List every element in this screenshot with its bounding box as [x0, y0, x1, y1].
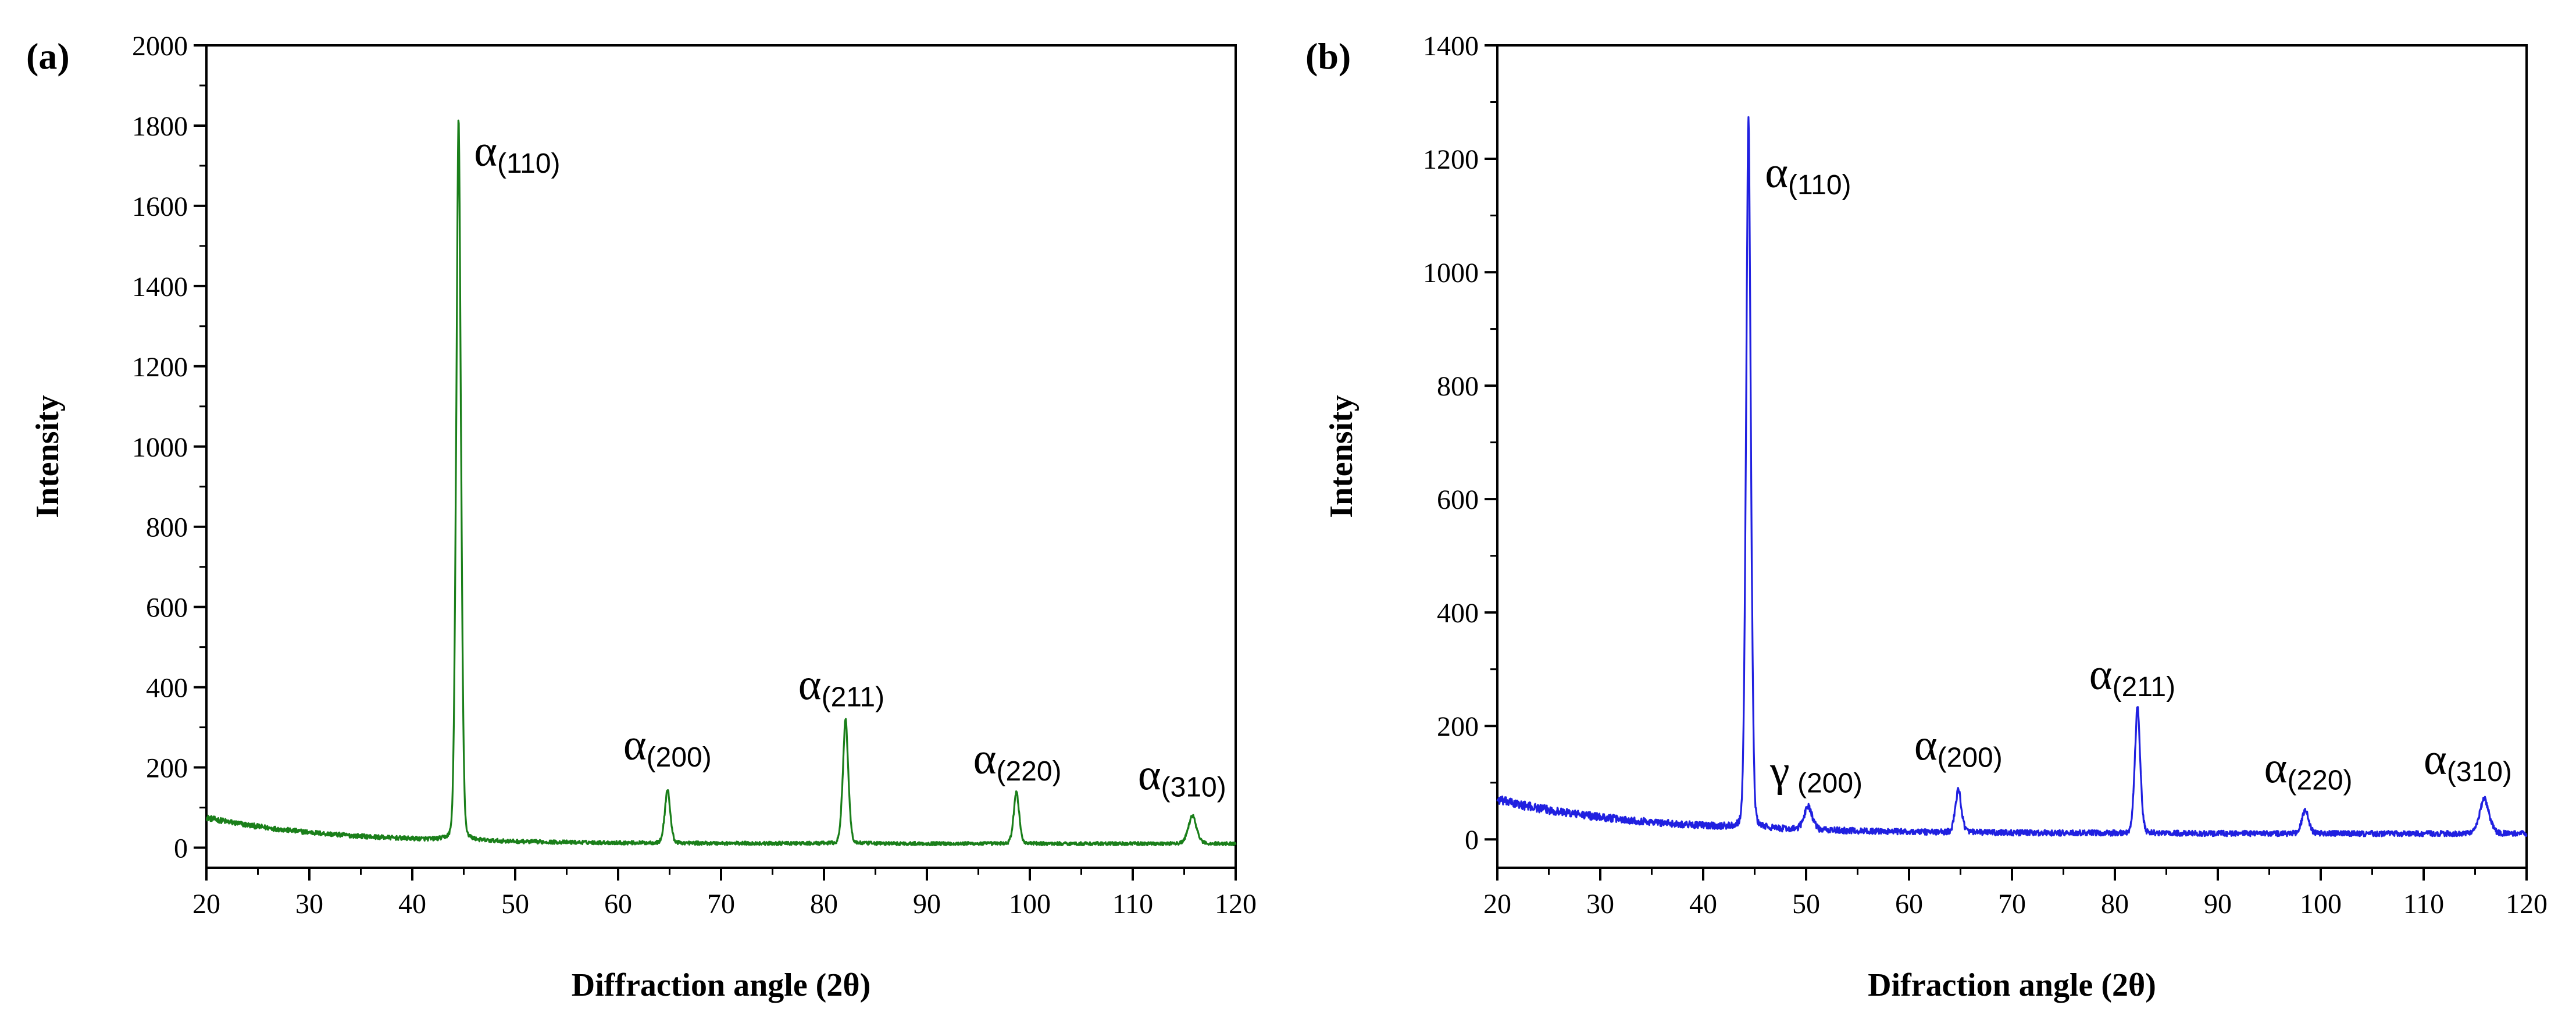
- peak-index: (200): [647, 742, 712, 773]
- x-tick-label: 30: [1586, 889, 1614, 919]
- y-tick-label: 600: [146, 593, 188, 623]
- series-line: [1496, 116, 2528, 837]
- y-tick-label: 2000: [132, 31, 188, 62]
- y-tick-label: 0: [1465, 825, 1479, 856]
- y-axis-title: Intensity: [30, 395, 66, 518]
- peak-annotation: α(220): [973, 735, 1062, 787]
- x-axis-title: Difraction angle (2θ): [1868, 967, 2156, 1003]
- x-tick-label: 60: [604, 889, 632, 919]
- x-tick-label: 70: [1998, 889, 2026, 919]
- x-tick-label: 80: [2101, 889, 2129, 919]
- peak-annotation: α(200): [1914, 721, 2003, 774]
- plot-frame: [1496, 44, 2528, 869]
- peak-annotation: α(310): [2424, 735, 2512, 787]
- peak-symbol: α: [1914, 721, 1938, 770]
- x-tick-label: 50: [501, 889, 529, 919]
- x-tick-label: 80: [810, 889, 838, 919]
- y-tick-label: 1600: [132, 191, 188, 222]
- peak-annotation: γ (200): [1769, 747, 1863, 799]
- y-tick-label: 1400: [132, 272, 188, 302]
- peak-symbol: α: [1765, 148, 1788, 197]
- peak-annotation: α(310): [1138, 750, 1226, 803]
- x-tick-label: 120: [2506, 889, 2548, 919]
- peak-index: (211): [822, 682, 885, 712]
- x-tick-label: 20: [1483, 889, 1511, 919]
- y-tick-label: 800: [1437, 371, 1479, 402]
- peak-annotation: α(200): [623, 721, 712, 773]
- peak-symbol: α: [973, 735, 997, 783]
- peak-annotation: α(110): [1765, 148, 1851, 201]
- peak-symbol: α: [474, 127, 497, 176]
- x-tick-label: 100: [1009, 889, 1051, 919]
- peak-symbol: γ: [1769, 747, 1790, 796]
- x-axis-title: Diffraction angle (2θ): [572, 967, 870, 1003]
- y-tick-label: 200: [1437, 711, 1479, 742]
- x-tick-label: 110: [1112, 889, 1153, 919]
- y-tick-label: 400: [146, 673, 188, 704]
- y-tick-label: 600: [1437, 484, 1479, 515]
- peak-symbol: α: [2089, 650, 2113, 699]
- panel-label: (a): [26, 35, 70, 77]
- x-tick-label: 70: [707, 889, 735, 919]
- x-tick-label: 110: [2403, 889, 2444, 919]
- x-tick-label: 50: [1792, 889, 1820, 919]
- peak-index: (200): [1790, 768, 1863, 799]
- x-tick-label: 120: [1215, 889, 1257, 919]
- x-tick-label: 100: [2300, 889, 2342, 919]
- peak-index: (110): [1788, 170, 1851, 201]
- panel-label: (b): [1305, 35, 1351, 77]
- x-tick-label: 30: [295, 889, 323, 919]
- peak-index: (310): [2447, 757, 2512, 787]
- series-line: [206, 119, 1237, 846]
- y-tick-label: 0: [174, 833, 188, 864]
- y-tick-label: 800: [146, 512, 188, 543]
- x-tick-label: 20: [192, 889, 220, 919]
- x-tick-label: 40: [398, 889, 426, 919]
- y-tick-label: 1800: [132, 111, 188, 142]
- peak-annotation: α(220): [2264, 744, 2353, 796]
- peak-annotation: α(211): [798, 660, 884, 712]
- peak-symbol: α: [1138, 750, 1161, 799]
- peak-index: (220): [2287, 765, 2352, 796]
- panel-a: 20 30 40 50 60 70 80 90 100 110 120020040060080010…: [26, 31, 1257, 1003]
- peak-symbol: α: [798, 660, 822, 709]
- peak-symbol: α: [2264, 744, 2288, 793]
- peak-annotation: α(211): [2089, 650, 2175, 703]
- y-tick-label: 1400: [1423, 31, 1479, 62]
- peak-index: (220): [996, 756, 1061, 787]
- peak-symbol: α: [2424, 735, 2447, 784]
- peak-index: (200): [1938, 743, 2003, 774]
- x-tick-label: 90: [2204, 889, 2232, 919]
- y-tick-label: 1000: [1423, 258, 1479, 288]
- y-axis-title: Intensity: [1323, 395, 1360, 518]
- peak-annotation: α(110): [474, 127, 560, 179]
- panel-b: 20 30 40 50 60 70 80 90 100 110 120020040060080010…: [1305, 31, 2548, 1003]
- y-tick-label: 1200: [1423, 144, 1479, 175]
- peak-index: (310): [1161, 772, 1226, 803]
- x-tick-label: 90: [913, 889, 941, 919]
- y-tick-label: 400: [1437, 598, 1479, 629]
- x-tick-label: 40: [1689, 889, 1717, 919]
- y-tick-label: 200: [146, 753, 188, 784]
- peak-symbol: α: [623, 721, 647, 769]
- plot-frame: [205, 44, 1237, 869]
- peak-index: (110): [497, 148, 561, 179]
- peak-index: (211): [2113, 672, 2176, 703]
- x-tick-label: 60: [1895, 889, 1923, 919]
- y-tick-label: 1000: [132, 432, 188, 463]
- y-tick-label: 1200: [132, 352, 188, 383]
